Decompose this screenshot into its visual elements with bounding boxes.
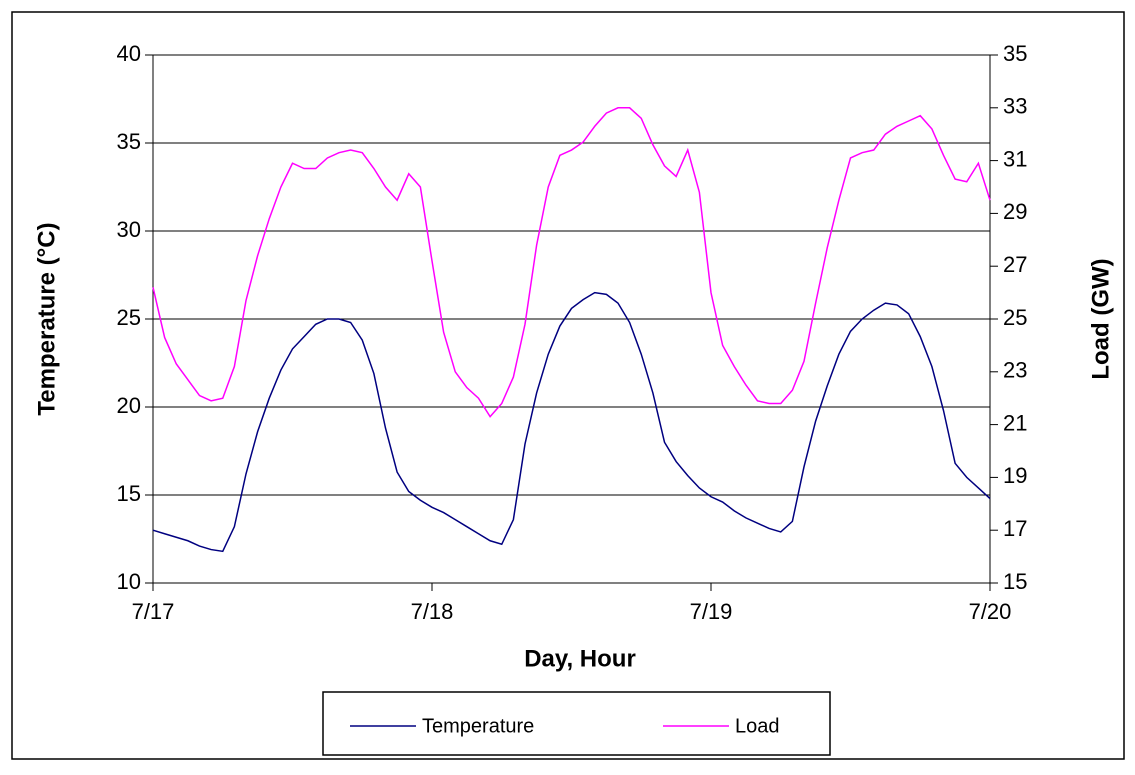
series-line	[152, 291, 991, 553]
y2-tick-label: 27	[1003, 252, 1027, 277]
x-tick-label: 7/17	[132, 599, 175, 624]
y-tick-label: 25	[117, 305, 141, 330]
y2-tick-label: 15	[1003, 569, 1027, 594]
y-tick-label: 35	[117, 129, 141, 154]
x-tick-label: 7/19	[690, 599, 733, 624]
x-axis-title: Day, Hour	[524, 645, 636, 672]
y2-tick-label: 33	[1003, 94, 1027, 119]
y2-tick-label: 29	[1003, 199, 1027, 224]
y-tick-label: 30	[117, 217, 141, 242]
x-tick-label: 7/20	[969, 599, 1012, 624]
y2-tick-label: 17	[1003, 516, 1027, 541]
legend-label: Temperature	[422, 715, 534, 737]
y-tick-label: 10	[117, 569, 141, 594]
y2-tick-label: 19	[1003, 463, 1027, 488]
x-tick-label: 7/18	[411, 599, 454, 624]
y2-tick-label: 21	[1003, 410, 1027, 435]
chart-frame	[11, 11, 1125, 760]
y2-tick-label: 35	[1003, 41, 1027, 66]
y2-tick-label: 31	[1003, 146, 1027, 171]
y-axis-title: Temperature (°C)	[33, 222, 60, 415]
series-line	[152, 107, 991, 418]
y-tick-label: 15	[117, 481, 141, 506]
y2-tick-label: 23	[1003, 358, 1027, 383]
y2-axis-title: Load (GW)	[1087, 258, 1114, 379]
legend	[322, 691, 831, 756]
y-tick-label: 20	[117, 393, 141, 418]
y2-tick-label: 25	[1003, 305, 1027, 330]
y-tick-label: 40	[117, 41, 141, 66]
legend-label: Load	[735, 715, 780, 737]
